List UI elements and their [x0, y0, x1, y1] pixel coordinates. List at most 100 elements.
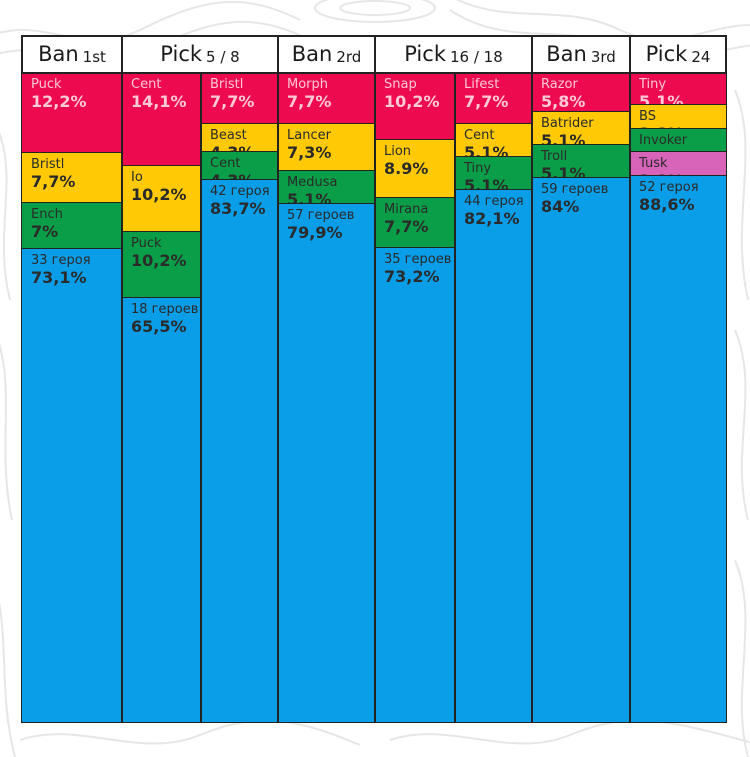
segment-value: 84% — [541, 196, 580, 216]
bar-segment: 52 героя 88,6% — [630, 174, 726, 722]
bar-segment: Invoker3,8% — [630, 127, 726, 152]
bar-segment: Tusk3,8% — [630, 151, 726, 175]
column-header-1: Ban 1st — [22, 35, 122, 73]
column-header-subtitle: 24 — [691, 47, 711, 66]
segment-value: 10,2% — [131, 184, 187, 204]
column-header-4: Pick 16 / 18 — [375, 35, 532, 73]
segment-value: 7,7% — [210, 92, 255, 111]
segment-label: Puck — [131, 235, 162, 251]
segment-label: 33 героя — [31, 252, 91, 268]
segment-label: Ench — [31, 207, 63, 223]
bar-segment: Razor 5,8% — [532, 73, 630, 111]
segment-value: 3,8% — [639, 172, 683, 175]
segment-value: 79,9% — [287, 223, 343, 243]
segment-value: 88,6% — [639, 194, 695, 214]
segment-value: 7,7% — [31, 172, 76, 192]
bar-segment: Puck 12,2% — [22, 73, 122, 153]
segment-label: 42 героя — [210, 183, 270, 199]
column-header-3: Ban 2rd — [278, 35, 375, 73]
bar-segment: Io 10,2% — [122, 164, 201, 231]
column-header-title: Pick — [160, 42, 203, 66]
bar-segment: Cent 14,1% — [122, 73, 201, 165]
segment-label: Cent — [210, 155, 241, 171]
bar-segment: 33 героя 73,1% — [22, 247, 122, 722]
segment-label: Lion — [384, 144, 412, 160]
column-divider — [277, 35, 279, 723]
segment-label: Tiny — [464, 161, 492, 177]
segment-value: 7% — [31, 222, 59, 242]
column-header-title: Pick — [404, 42, 446, 66]
segment-label: Bristl — [210, 77, 244, 92]
segment-label: Troll — [541, 148, 568, 164]
segment-label: 35 героев — [384, 251, 452, 267]
bar-segment: BS3,8% — [630, 104, 726, 128]
bar-segment: Tiny 5,1% — [630, 73, 726, 105]
bar-segment: Bristl 7,7% — [201, 73, 278, 123]
bar-segment: Snap 10,2% — [375, 73, 455, 140]
bar-segment: 42 героя 83,7% — [201, 178, 278, 722]
segment-label: 52 героя — [639, 179, 699, 195]
bar-segment: 18 героев 65,5% — [122, 296, 201, 722]
bar-segment: 35 героев 73,2% — [375, 246, 455, 722]
segment-label: BS — [639, 109, 656, 125]
segment-label: 44 героя — [464, 194, 524, 210]
segment-label: 57 героев — [287, 208, 355, 224]
segment-value: 7,7% — [287, 92, 332, 111]
bar-segment: Mirana 7,7% — [375, 196, 455, 247]
column-divider — [531, 35, 533, 723]
column-divider — [121, 35, 123, 723]
segment-label: Bristl — [31, 157, 65, 173]
segment-label: Medusa — [287, 175, 338, 191]
segment-value: 5,1% — [541, 130, 586, 144]
bar-segment: Lion 8.9% — [375, 139, 455, 197]
segment-value: 83,7% — [210, 198, 266, 218]
segment-value: 65,5% — [131, 316, 187, 336]
column-header-2: Pick 5 / 8 — [122, 35, 278, 73]
segment-label: 18 героев — [131, 301, 199, 317]
segment-label: Lifest — [464, 77, 500, 92]
segment-label: Lancer — [287, 127, 331, 143]
segment-label: Io — [131, 169, 143, 185]
segment-value: 14,1% — [131, 92, 187, 111]
header-divider-line — [21, 72, 727, 74]
column-header-title: Ban — [546, 42, 587, 66]
column-header-6: Pick 24 — [630, 35, 726, 73]
column-header-title: Ban — [38, 42, 79, 66]
column-header-5: Ban 3rd — [532, 35, 630, 73]
segment-value: 5,8% — [541, 92, 586, 111]
segment-value: 7,7% — [384, 216, 429, 236]
bar-segment: Medusa 5,1% — [278, 170, 375, 204]
segment-value: 5,1% — [464, 176, 509, 190]
segment-value: 7,3% — [287, 142, 332, 162]
segment-value: 10,2% — [131, 250, 187, 270]
segment-label: Snap — [384, 77, 417, 92]
segment-label: Cent — [464, 127, 495, 143]
segment-value: 73,1% — [31, 267, 87, 287]
segment-value: 5,1% — [464, 142, 509, 157]
segment-value: 8.9% — [384, 159, 429, 179]
segment-label: Tusk — [639, 156, 668, 172]
segment-value: 12,2% — [31, 92, 87, 111]
column-divider — [374, 35, 376, 723]
bar-segment: Puck 10,2% — [122, 230, 201, 297]
segment-label: Morph — [287, 77, 329, 92]
segment-label: 59 героев — [541, 181, 609, 197]
bar-segment: 59 героев 84% — [532, 176, 630, 722]
segment-value: 5,1% — [287, 190, 332, 204]
bar-segment: Tiny 5,1% — [455, 156, 532, 190]
segment-label: Beast — [210, 127, 247, 143]
segment-value: 73,2% — [384, 266, 440, 286]
segment-value: 5,1% — [639, 92, 684, 105]
segment-value: 82,1% — [464, 209, 520, 229]
segment-value: 7,7% — [464, 92, 509, 111]
bar-segment: Batrider 5,1% — [532, 110, 630, 144]
column-header-subtitle: 5 / 8 — [206, 47, 240, 66]
bar-segment: Troll 5,1% — [532, 143, 630, 177]
segment-value: 3,8% — [639, 148, 683, 151]
bar-segment: 57 героев 79,9% — [278, 203, 375, 722]
bar-segment: Cent 5,1% — [455, 122, 532, 157]
segment-value: 4,3% — [210, 171, 254, 178]
bar-segment: Bristl 7,7% — [22, 152, 122, 203]
